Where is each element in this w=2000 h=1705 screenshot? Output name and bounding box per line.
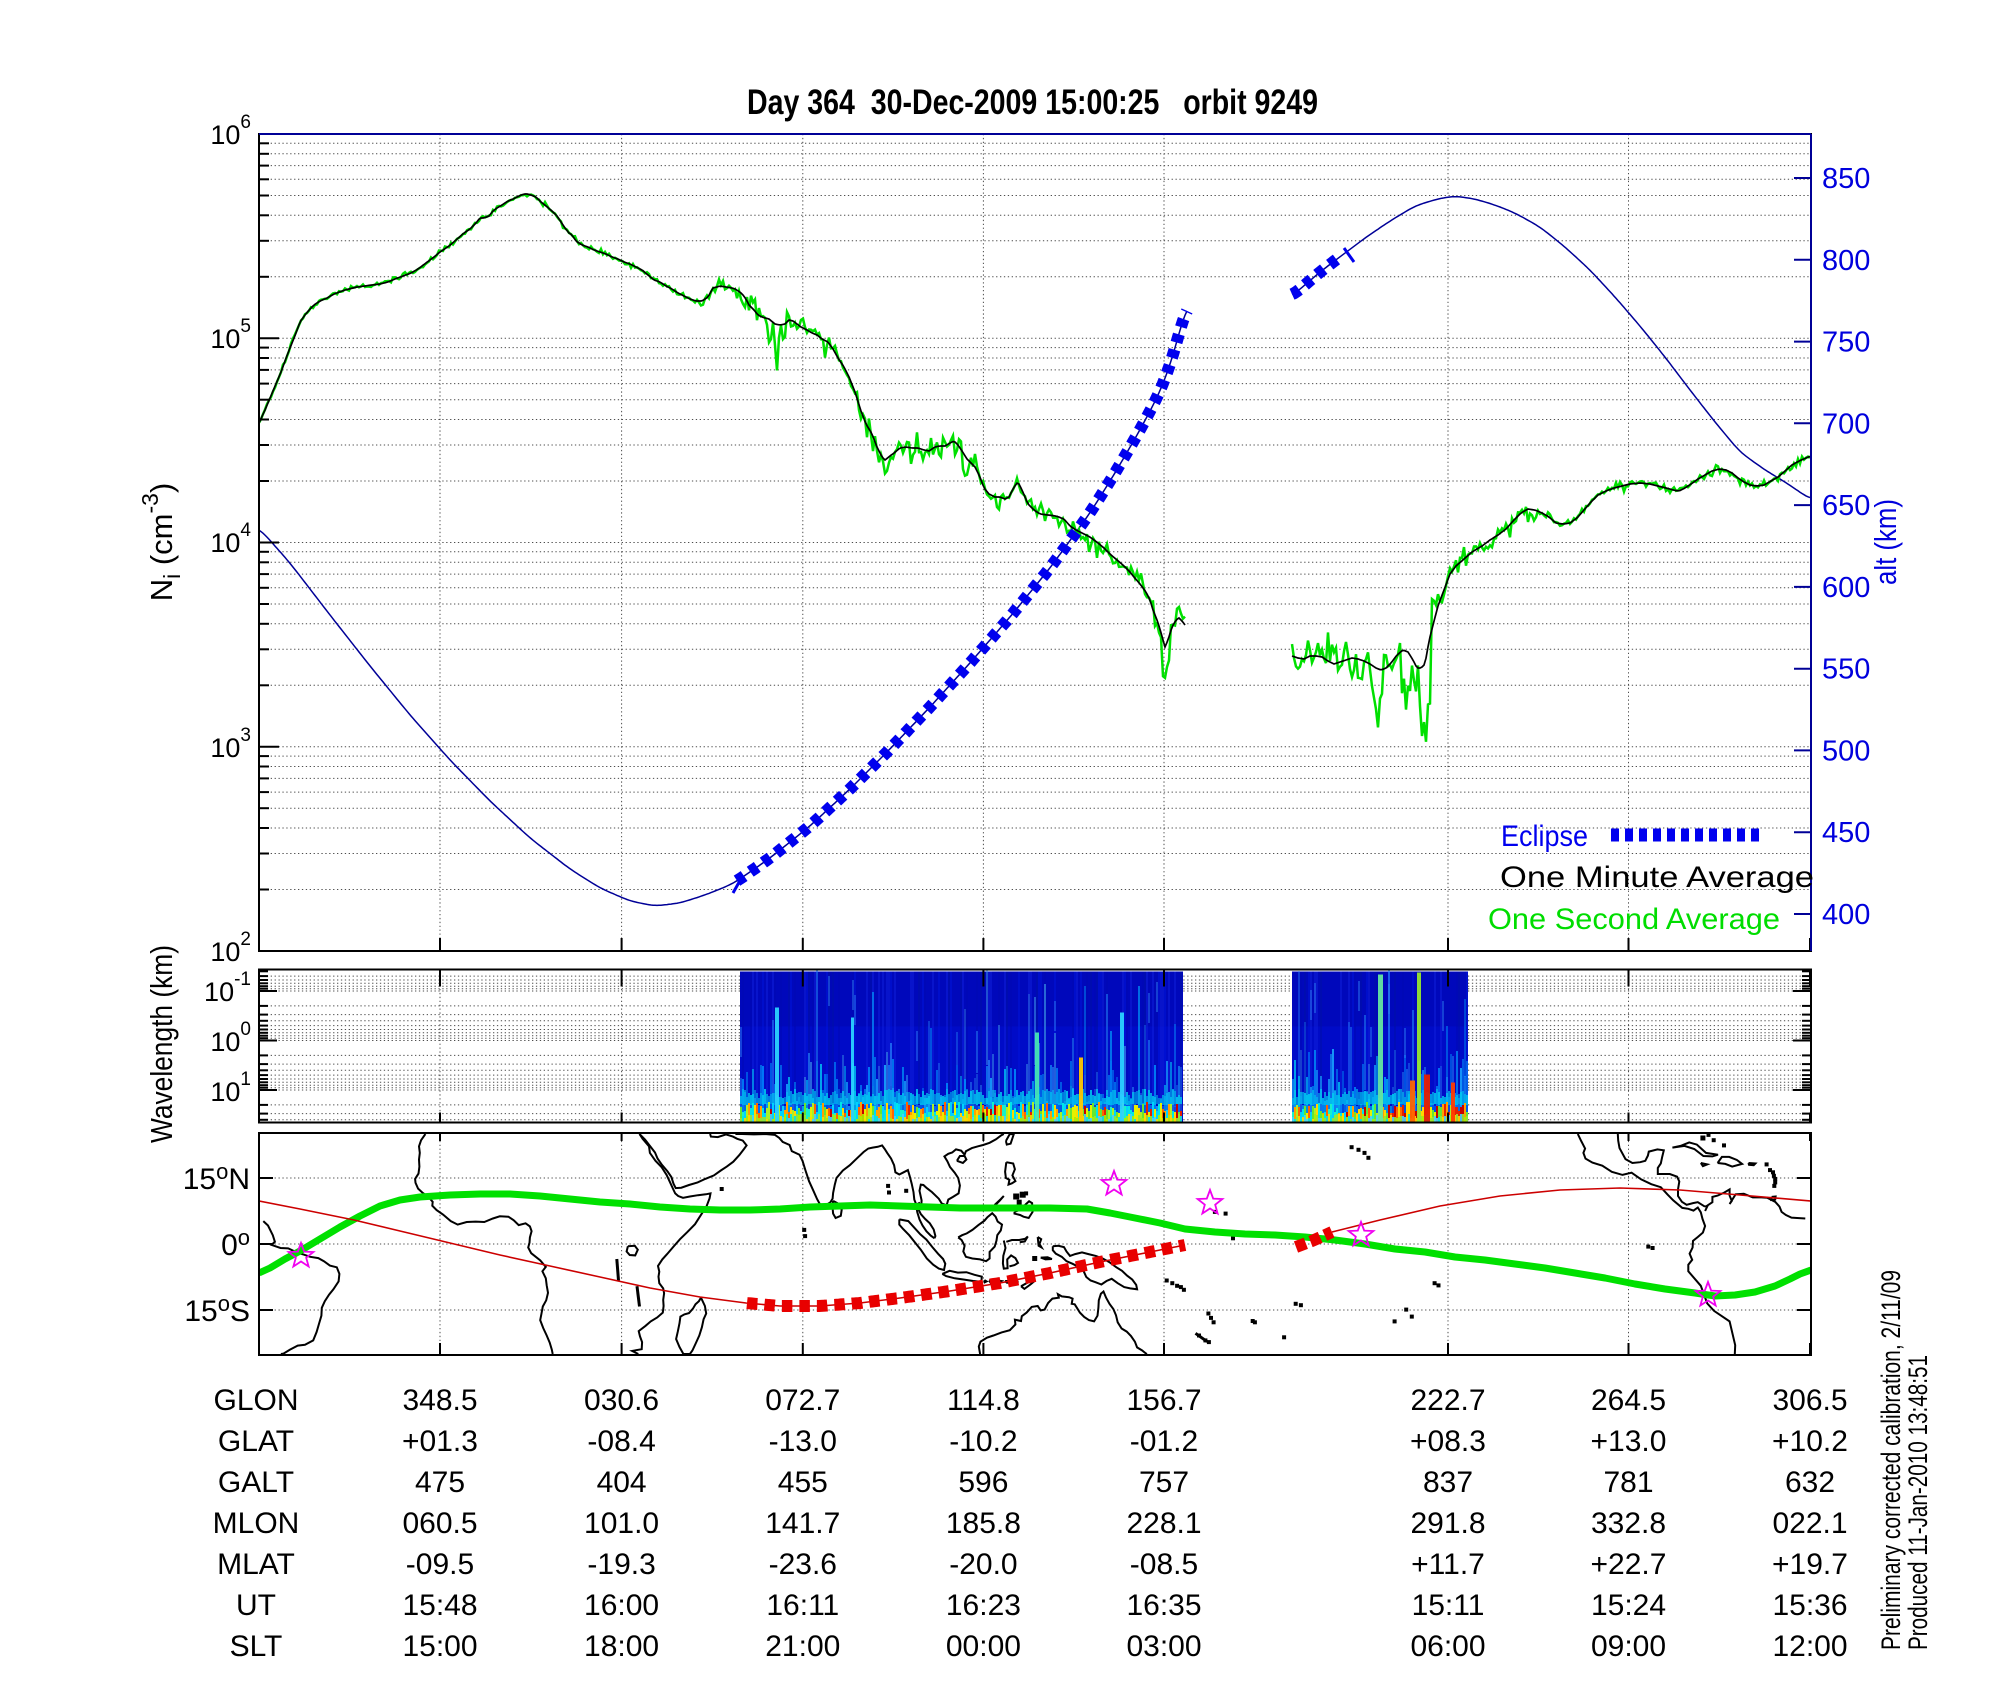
svg-text:MLAT: MLAT [217,1548,295,1581]
svg-text:-23.6: -23.6 [769,1548,837,1581]
svg-text:348.5: 348.5 [402,1384,477,1417]
svg-text:500: 500 [1822,735,1870,767]
svg-text:700: 700 [1822,408,1870,440]
svg-text:SLT: SLT [230,1630,283,1663]
svg-text:+13.0: +13.0 [1591,1425,1667,1458]
svg-text:One Minute Average: One Minute Average [1500,861,1814,894]
svg-text:16:35: 16:35 [1126,1589,1201,1622]
svg-text:15:11: 15:11 [1412,1589,1485,1622]
svg-text:404: 404 [597,1466,647,1499]
svg-text:632: 632 [1785,1466,1835,1499]
svg-text:+08.3: +08.3 [1410,1425,1486,1458]
svg-text:MLON: MLON [213,1507,300,1540]
svg-text:101.0: 101.0 [584,1507,659,1540]
svg-text:Preliminary corrected calibrat: Preliminary corrected calibration, 2/11/… [1876,1270,1906,1650]
svg-text:Wavelength (km): Wavelength (km) [144,945,179,1143]
svg-text:185.8: 185.8 [946,1507,1021,1540]
svg-text:+11.7: +11.7 [1411,1548,1485,1581]
svg-text:114.8: 114.8 [947,1384,1020,1417]
svg-text:15oN: 15oN [183,1159,250,1196]
svg-text:600: 600 [1822,572,1870,604]
svg-text:757: 757 [1139,1466,1189,1499]
svg-text:GLAT: GLAT [218,1425,294,1458]
svg-text:-13.0: -13.0 [769,1425,837,1458]
svg-text:222.7: 222.7 [1410,1384,1485,1417]
svg-text:-08.5: -08.5 [1130,1548,1198,1581]
svg-text:16:00: 16:00 [584,1589,659,1622]
svg-text:156.7: 156.7 [1126,1384,1201,1417]
svg-text:09:00: 09:00 [1591,1630,1666,1663]
svg-text:UT: UT [236,1589,276,1622]
svg-text:400: 400 [1822,899,1870,931]
svg-text:800: 800 [1822,245,1870,277]
svg-text:475: 475 [415,1466,465,1499]
svg-text:00:00: 00:00 [946,1630,1021,1663]
svg-text:-01.2: -01.2 [1130,1425,1198,1458]
svg-text:-19.3: -19.3 [587,1548,655,1581]
svg-text:650: 650 [1822,490,1870,522]
svg-text:15:48: 15:48 [402,1589,477,1622]
svg-text:+10.2: +10.2 [1772,1425,1848,1458]
svg-text:455: 455 [778,1466,828,1499]
svg-text:GALT: GALT [218,1466,294,1499]
svg-text:+19.7: +19.7 [1772,1548,1848,1581]
svg-text:228.1: 228.1 [1126,1507,1201,1540]
svg-text:030.6: 030.6 [584,1384,659,1417]
svg-text:-09.5: -09.5 [406,1548,474,1581]
svg-text:306.5: 306.5 [1772,1384,1847,1417]
svg-text:Day 364 30-Dec-2009 15:00:25: Day 364 30-Dec-2009 15:00:25 orbit 9249 [747,83,1318,122]
svg-text:850: 850 [1822,163,1870,195]
svg-text:15:24: 15:24 [1591,1589,1666,1622]
svg-text:18:00: 18:00 [584,1630,659,1663]
svg-text:03:00: 03:00 [1126,1630,1201,1663]
svg-text:837: 837 [1423,1466,1473,1499]
svg-text:+01.3: +01.3 [402,1425,478,1458]
svg-text:550: 550 [1822,654,1870,686]
svg-text:06:00: 06:00 [1410,1630,1485,1663]
svg-text:Eclipse: Eclipse [1501,820,1588,853]
svg-text:450: 450 [1822,817,1870,849]
svg-text:Produced 11-Jan-2010 13:48:51: Produced 11-Jan-2010 13:48:51 [1903,1355,1933,1650]
svg-text:15:36: 15:36 [1772,1589,1847,1622]
svg-text:-20.0: -20.0 [949,1548,1017,1581]
svg-text:596: 596 [958,1466,1008,1499]
svg-text:21:00: 21:00 [765,1630,840,1663]
svg-text:-08.4: -08.4 [587,1425,655,1458]
svg-text:15oS: 15oS [184,1291,250,1328]
svg-text:15:00: 15:00 [402,1630,477,1663]
svg-text:-10.2: -10.2 [949,1425,1017,1458]
svg-text:alt (km): alt (km) [1868,499,1903,585]
svg-text:16:23: 16:23 [946,1589,1021,1622]
svg-text:072.7: 072.7 [765,1384,840,1417]
svg-text:264.5: 264.5 [1591,1384,1666,1417]
svg-text:291.8: 291.8 [1410,1507,1485,1540]
svg-text:GLON: GLON [213,1384,298,1417]
svg-text:One Second Average: One Second Average [1488,903,1780,936]
svg-text:781: 781 [1603,1466,1653,1499]
svg-text:12:00: 12:00 [1772,1630,1847,1663]
svg-text:+22.7: +22.7 [1591,1548,1667,1581]
svg-text:060.5: 060.5 [402,1507,477,1540]
svg-text:16:11: 16:11 [766,1589,839,1622]
svg-text:141.7: 141.7 [765,1507,840,1540]
svg-text:022.1: 022.1 [1772,1507,1847,1540]
svg-text:750: 750 [1822,327,1870,359]
svg-text:332.8: 332.8 [1591,1507,1666,1540]
